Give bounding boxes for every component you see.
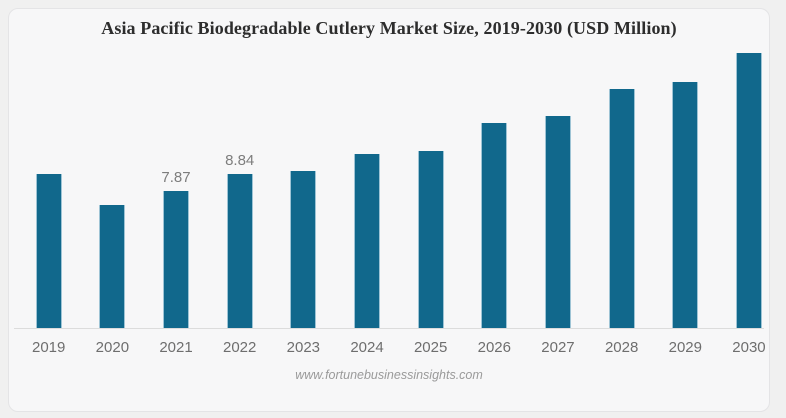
data-label-2021: 7.87	[161, 169, 191, 186]
bar-2028	[608, 89, 635, 328]
bar-2029	[672, 82, 699, 328]
tick-label-2023: 2023	[286, 339, 321, 356]
bar-2019	[35, 174, 62, 328]
data-label-2022: 8.84	[225, 152, 255, 169]
chart-title: Asia Pacific Biodegradable Cutlery Marke…	[101, 18, 677, 38]
tick-label-2028: 2028	[604, 339, 639, 356]
bar-2030	[735, 53, 762, 328]
tick-label-2019: 2019	[32, 339, 66, 356]
tick-label-2030: 2030	[732, 339, 766, 356]
tick-label-2022: 2022	[222, 339, 257, 356]
source-website: www.fortunebusinessinsights.com	[295, 368, 483, 382]
x-axis-line	[14, 328, 764, 329]
tick-label-2020: 2020	[95, 339, 130, 356]
tick-label-2027: 2027	[541, 339, 575, 356]
bar-chart-plot-area: 2019 2020 7.87 2021 8.84 2022 2023 2024 2025 2026…	[9, 9, 769, 411]
bar-2026	[481, 123, 508, 328]
tick-label-2026: 2026	[477, 339, 511, 356]
tick-label-2025: 2025	[413, 339, 448, 356]
bar-2020	[99, 205, 126, 328]
bar-2023	[290, 171, 317, 328]
bar-2021	[163, 191, 190, 328]
bar-2024	[354, 154, 380, 328]
tick-label-2024: 2024	[350, 339, 384, 356]
chart-card: Asia Pacific Biodegradable Cutlery Marke…	[8, 8, 770, 412]
tick-label-2029: 2029	[668, 339, 702, 356]
bar-2027	[544, 116, 571, 328]
bar-2025	[417, 151, 444, 328]
bar-2022	[226, 174, 253, 328]
tick-label-2021: 2021	[159, 339, 193, 356]
